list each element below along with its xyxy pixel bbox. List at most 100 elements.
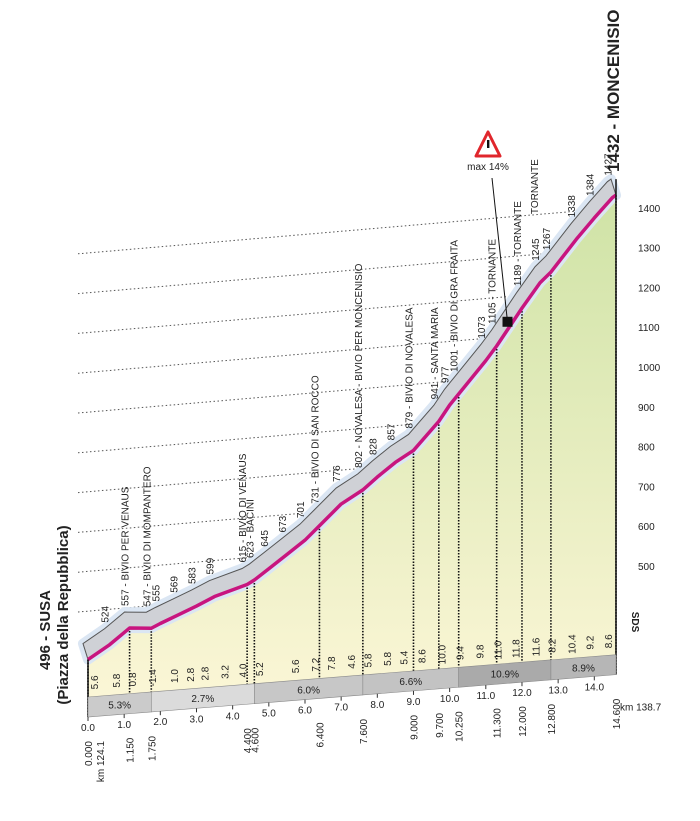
- y-tick-label: 1100: [638, 323, 660, 334]
- gradient-label: 5.4: [399, 650, 410, 664]
- x-tick-label: 13.0: [548, 685, 568, 696]
- km-mark-label: 12.000: [518, 706, 529, 737]
- gradient-label: 8.6: [604, 634, 615, 648]
- y-tick-label: 1000: [638, 363, 661, 374]
- average-gradient-label: 6.6%: [399, 677, 422, 688]
- x-tick-label: 12.0: [512, 688, 532, 699]
- x-tick-label: 10.0: [440, 694, 460, 705]
- point-label: 645: [260, 530, 271, 547]
- point-label: 776: [332, 465, 343, 482]
- gradient-label: 11.0: [493, 640, 504, 659]
- gradient-label: 4.6: [347, 654, 358, 668]
- y-tick-label: 1200: [638, 283, 661, 294]
- x-tick-label: 6.0: [298, 706, 312, 717]
- finish-race-km: km 138.7: [620, 703, 662, 714]
- point-label: 879 - BIVIO DI NOVALESA: [404, 307, 415, 428]
- point-label: 701: [296, 501, 307, 518]
- point-label: 1245: [531, 238, 542, 261]
- x-tick-label: 3.0: [190, 714, 204, 725]
- km-mark-label: 1.150: [126, 737, 137, 762]
- x-tick-label: 1.0: [117, 720, 131, 731]
- km-mark-label: 11.300: [493, 708, 504, 738]
- gradient-label: 5.8: [383, 652, 394, 666]
- average-gradient-label: 10.9%: [491, 670, 519, 681]
- km-mark-label: 12.800: [547, 703, 558, 734]
- gradient-label: -1.4: [148, 669, 159, 687]
- gradient-label: 10.4: [568, 634, 579, 654]
- point-label: 1001 - BIVIO DI GRA FRAITA: [450, 240, 461, 372]
- point-label: 1384: [585, 173, 596, 196]
- start-label: 496 - SUSA: [37, 590, 54, 670]
- point-label: 802 - NOVALESA - BIVIO PER MONCENISIO: [354, 263, 365, 468]
- x-tick-label: 7.0: [334, 703, 348, 714]
- gradient-label: 10.0: [437, 644, 448, 664]
- x-tick-label: 14.0: [585, 682, 605, 693]
- average-gradient-label: 8.9%: [572, 663, 595, 674]
- x-tick-label: 4.0: [226, 711, 240, 722]
- max-gradient-icon-bar: [487, 140, 490, 148]
- max-gradient-label: max 14%: [467, 162, 509, 173]
- point-label: 1267: [542, 227, 553, 250]
- point-label: 941 - SANTA MARIA: [430, 307, 441, 399]
- gradient-label: 0.8: [128, 672, 139, 686]
- point-label: 731 - BIVIO DI SAN ROCCO: [310, 375, 321, 504]
- km-mark-label: 4.400: [243, 728, 254, 753]
- gradient-label: 11.6: [531, 637, 542, 656]
- y-tick-label: 800: [638, 443, 655, 454]
- gradient-label: 8.6: [418, 649, 429, 663]
- gradient-label: 5.2: [255, 662, 266, 676]
- point-label: 569: [169, 576, 180, 593]
- profile-area: [88, 195, 616, 697]
- point-label: 1105 - TORNANTE: [488, 239, 499, 324]
- point-label: 673: [278, 515, 289, 532]
- gradient-label: 5.6: [291, 659, 302, 673]
- x-tick-label: 8.0: [370, 700, 384, 711]
- y-tick-label: 1400: [638, 204, 661, 215]
- point-label: 857: [386, 423, 397, 440]
- point-label: 557 - BIVIO PER VENAUS: [121, 486, 132, 606]
- gradient-label: 1.0: [170, 669, 181, 683]
- point-label: 1073: [477, 316, 488, 339]
- km-mark-label: 7.600: [359, 719, 370, 744]
- point-label: 524: [101, 606, 112, 623]
- gradient-label: 2.8: [186, 667, 197, 681]
- start-sublabel: (Piazza della Repubblica): [55, 525, 72, 704]
- point-label: 1189 - TORNANTE: [513, 201, 524, 286]
- gradient-label: 9.4: [455, 646, 466, 660]
- max-gradient-square: [502, 316, 513, 327]
- gradient-label: 9.2: [586, 635, 597, 649]
- km-mark-label: 1.750: [147, 735, 158, 760]
- y-tick-label: 1300: [638, 244, 661, 255]
- point-label: 1427: [603, 153, 614, 176]
- average-gradient-label: 6.0%: [297, 685, 320, 696]
- x-tick-label: 11.0: [476, 691, 495, 702]
- point-label: 599: [206, 557, 217, 574]
- x-tick-label: 5.0: [262, 709, 276, 720]
- km-mark-label: 10.250: [455, 711, 466, 742]
- gradient-label: 4.0: [239, 663, 250, 677]
- profile-line: [87, 193, 618, 662]
- max-gradient-leader: [491, 177, 509, 322]
- gradient-label: 5.8: [112, 673, 123, 687]
- average-gradient-label: 5.3%: [108, 700, 131, 711]
- annotation: TORNANTE: [530, 159, 541, 214]
- y-tick-label: 500: [638, 562, 655, 573]
- average-gradient-band: [550, 654, 617, 681]
- gradient-label: 5.6: [90, 675, 101, 689]
- gradient-label: 7.8: [327, 656, 338, 670]
- point-label: 977: [441, 366, 452, 383]
- logo: SDS: [629, 612, 640, 633]
- km-mark-label: 9.700: [435, 712, 446, 737]
- point-label: 828: [368, 438, 379, 455]
- point-label: 623 - BACINI: [245, 499, 256, 558]
- gradient-label: 3.2: [220, 665, 231, 679]
- finish-label: 1432 - MONCENISIO: [604, 10, 623, 173]
- gradient-label: 2.8: [201, 666, 212, 680]
- point-label: 555: [151, 584, 162, 601]
- point-label: 615 - BIVIO DI VENAUS: [238, 453, 249, 562]
- x-tick-label: 9.0: [407, 697, 421, 708]
- gradient-label: 11.8: [512, 639, 523, 658]
- gradient-label: 9.8: [475, 644, 486, 658]
- x-tick-label: 0.0: [81, 723, 95, 734]
